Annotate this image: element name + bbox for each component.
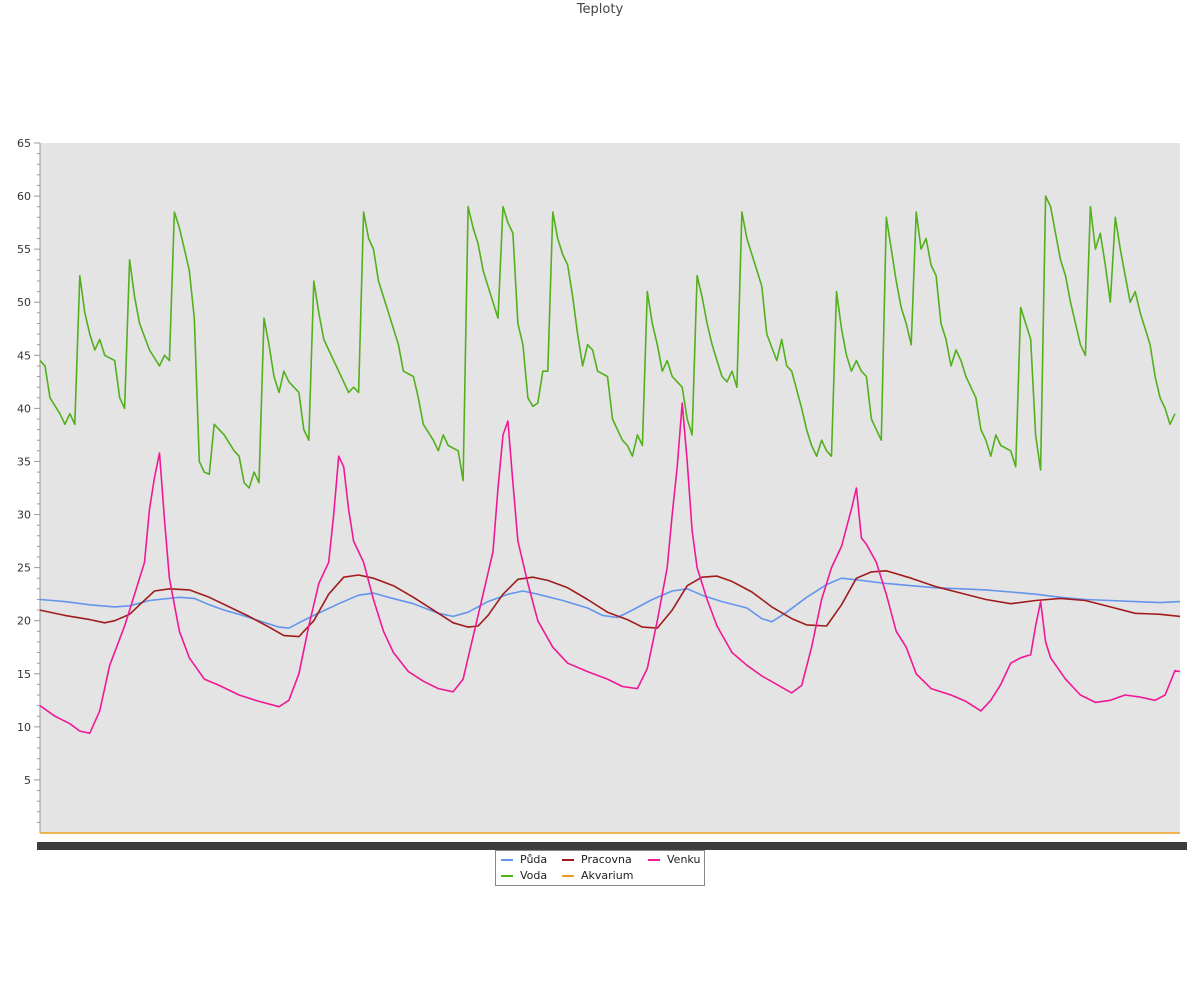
y-tick-label: 5	[24, 774, 31, 787]
legend-label: Akvarium	[581, 869, 634, 882]
y-tick-label: 65	[17, 137, 31, 150]
y-tick-label: 20	[17, 615, 31, 628]
legend-label: Půda	[520, 853, 548, 866]
legend: Půda Pracovna Venku Voda Akvarium	[495, 850, 705, 886]
series-line-venku	[39, 402, 1181, 735]
x-tick-labels-band	[37, 842, 1187, 850]
y-tick-label: 10	[17, 721, 31, 734]
legend-swatch	[501, 859, 513, 861]
y-tick-label: 55	[17, 243, 31, 256]
y-tick-label: 15	[17, 668, 31, 681]
y-tick-label: 25	[17, 562, 31, 575]
series-line-pracovna	[39, 569, 1181, 638]
x-axis	[37, 832, 1187, 850]
y-tick-label: 40	[17, 402, 31, 415]
y-tick-label: 30	[17, 509, 31, 522]
plot-area	[40, 143, 1180, 833]
legend-label: Venku	[667, 853, 701, 866]
legend-swatch	[562, 875, 574, 877]
y-tick-label: 35	[17, 455, 31, 468]
y-tick-label: 50	[17, 296, 31, 309]
legend-label: Pracovna	[581, 853, 632, 866]
legend-swatch	[562, 859, 574, 861]
y-axis: 5 10 15 20 25 30 35 40 45 50 55 60 65	[17, 137, 41, 833]
chart-title: Teploty	[576, 2, 624, 17]
legend-swatch	[648, 859, 660, 861]
series-layer	[39, 195, 1181, 834]
y-tick-label: 60	[17, 190, 31, 203]
legend-swatch	[501, 875, 513, 877]
y-tick-label: 45	[17, 349, 31, 362]
series-line-voda	[39, 195, 1176, 489]
legend-label: Voda	[520, 869, 548, 882]
